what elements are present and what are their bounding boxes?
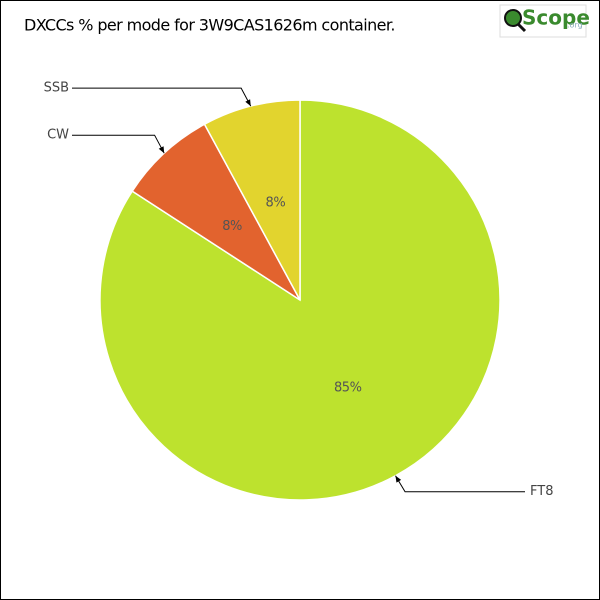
leader-arrow — [395, 475, 402, 483]
leader-arrow — [245, 99, 251, 107]
pie-slice — [99, 99, 501, 501]
chart-title: DXCCs % per mode for 3W9CAS1626m contain… — [24, 16, 395, 35]
slice-value-label: 8% — [266, 196, 286, 211]
slice-value-label: 85% — [334, 380, 362, 395]
logo: Scope .org — [499, 4, 590, 38]
leader-line — [72, 134, 165, 154]
leader-arrow — [158, 146, 165, 154]
pie-slice — [131, 123, 301, 301]
leader-line — [72, 87, 252, 107]
slice-value-label: 8% — [222, 219, 242, 234]
logo-text: Scope — [522, 6, 590, 30]
logo-icon — [504, 9, 522, 27]
pie-slice — [203, 99, 301, 301]
logo-suffix: .org — [567, 21, 583, 30]
slice-category-label: SSB — [44, 81, 69, 96]
logo-icon-handle — [516, 22, 527, 33]
slice-category-label: CW — [47, 128, 69, 143]
slice-category-label: FT8 — [530, 484, 553, 499]
